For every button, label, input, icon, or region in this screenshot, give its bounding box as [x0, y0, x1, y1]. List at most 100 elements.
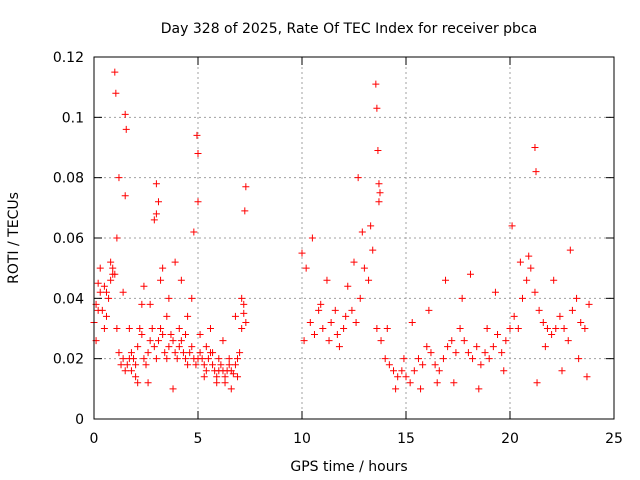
data-point — [196, 349, 204, 357]
y-tick-label: 0.04 — [53, 291, 84, 307]
data-point — [335, 343, 343, 351]
data-point — [134, 379, 142, 387]
data-point — [94, 306, 102, 314]
data-point — [375, 180, 383, 188]
y-tick-label: 0.12 — [53, 50, 84, 66]
data-point — [194, 198, 202, 206]
data-point — [138, 331, 146, 339]
data-point — [109, 270, 117, 278]
data-point — [227, 385, 235, 393]
data-point — [175, 325, 183, 332]
data-point — [423, 343, 431, 351]
data-point — [427, 349, 435, 357]
data-point — [150, 343, 158, 351]
data-point — [127, 367, 135, 375]
data-point — [113, 234, 121, 242]
data-point — [119, 355, 127, 363]
data-point — [564, 337, 572, 345]
data-point — [527, 264, 535, 272]
data-point — [100, 325, 108, 332]
data-point — [340, 325, 348, 332]
data-point — [177, 276, 185, 284]
data-point — [506, 325, 514, 332]
data-point — [466, 270, 474, 278]
data-point — [419, 361, 427, 369]
data-point — [121, 192, 129, 200]
data-point — [167, 331, 175, 339]
data-point — [188, 343, 196, 351]
data-point — [148, 325, 156, 332]
data-point — [344, 282, 352, 290]
data-point — [112, 89, 120, 97]
data-point — [376, 189, 384, 197]
data-point — [177, 337, 185, 345]
data-point — [221, 373, 229, 381]
data-point — [402, 373, 410, 381]
x-tick-label: 15 — [397, 431, 415, 447]
data-point — [518, 294, 526, 302]
data-point — [234, 355, 242, 363]
data-point — [306, 318, 314, 326]
data-point — [510, 312, 518, 320]
x-axis-label: GPS time / hours — [290, 459, 407, 475]
data-point — [352, 318, 360, 326]
data-point — [477, 361, 485, 369]
data-point — [354, 174, 362, 182]
data-point — [179, 349, 187, 357]
data-point — [144, 379, 152, 387]
data-point — [115, 174, 123, 182]
data-point — [568, 306, 576, 314]
data-point — [469, 355, 477, 363]
data-point — [300, 337, 308, 345]
data-point — [444, 343, 452, 351]
data-point — [238, 294, 246, 302]
data-point — [109, 264, 117, 272]
y-tick-label: 0.08 — [53, 171, 84, 187]
data-point — [100, 282, 108, 290]
data-point — [439, 355, 447, 363]
data-point — [119, 288, 127, 296]
data-point — [367, 222, 375, 230]
axis-ticks: 0 0.02 0.04 0.06 0.08 0.1 0.12 0 5 10 15 20 25 — [53, 50, 623, 447]
x-tick-label: 5 — [194, 431, 203, 447]
data-point — [323, 276, 331, 284]
data-point — [298, 249, 306, 257]
data-point — [458, 294, 466, 302]
data-point — [146, 337, 154, 345]
data-point — [163, 312, 171, 320]
data-point — [121, 110, 129, 118]
data-point — [150, 216, 158, 224]
data-point — [229, 370, 237, 378]
data-point — [431, 361, 439, 369]
data-point — [225, 361, 233, 369]
data-point — [94, 279, 102, 287]
data-point — [240, 309, 248, 317]
data-point — [140, 282, 148, 290]
data-point — [464, 349, 472, 357]
data-point — [182, 331, 190, 339]
data-point — [333, 331, 341, 339]
data-point — [566, 246, 574, 254]
data-point — [152, 180, 160, 188]
data-point — [107, 276, 115, 284]
data-point — [543, 325, 551, 332]
data-point — [319, 325, 327, 332]
data-point — [165, 294, 173, 302]
data-point — [165, 343, 173, 351]
data-point — [383, 325, 391, 332]
data-point — [102, 312, 110, 320]
data-point — [385, 361, 393, 369]
data-point — [417, 385, 425, 393]
data-point — [152, 210, 160, 218]
data-point — [302, 264, 310, 272]
data-point — [198, 355, 206, 363]
data-point — [308, 234, 316, 242]
data-point — [171, 349, 179, 357]
data-point — [381, 355, 389, 363]
data-point — [194, 150, 202, 158]
data-point — [485, 355, 493, 363]
data-point — [125, 325, 133, 332]
data-point — [138, 300, 146, 308]
data-point — [531, 144, 539, 151]
